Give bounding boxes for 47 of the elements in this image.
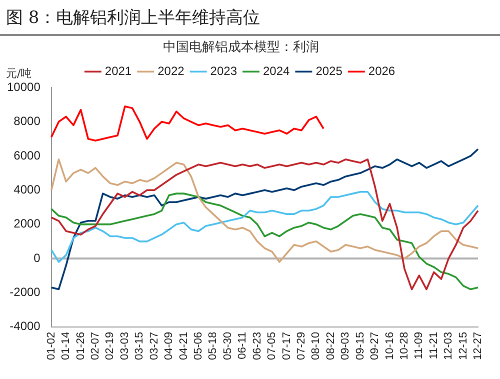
x-tick-label: 05-06 [192, 332, 205, 360]
y-tick-label: 4000 [14, 182, 41, 196]
x-tick-label: 05-30 [222, 332, 234, 360]
x-tick-label: 11-21 [428, 332, 440, 360]
y-tick-label: -4000 [10, 319, 41, 334]
legend-label: 2026 [368, 64, 396, 78]
x-tick-label: 08-22 [324, 332, 337, 360]
y-tick-label: 10000 [6, 80, 41, 94]
x-tick-label: 09-15 [354, 332, 366, 360]
x-tick-label: 04-21 [178, 332, 190, 360]
x-tick-label: 10-16 [384, 332, 396, 360]
y-tick-label: 8000 [14, 114, 41, 128]
chart-title: 图 8：电解铝利润上半年维持高位 [0, 0, 500, 36]
y-tick-label: 2000 [14, 216, 41, 231]
x-tick-label: 02-07 [90, 332, 102, 360]
x-tick-label: 07-05 [266, 332, 278, 360]
x-tick-label: 12-27 [472, 332, 484, 360]
x-tick-label: 06-11 [236, 332, 249, 360]
x-tick-label: 05-18 [207, 332, 220, 360]
x-tick-label: 01-02 [45, 332, 58, 360]
x-tick-label: 03-15 [134, 332, 146, 360]
legend-label: 2023 [210, 64, 238, 78]
x-tick-label: 01-26 [74, 332, 87, 360]
x-tick-label: 07-29 [295, 332, 308, 360]
x-tick-label: 09-27 [369, 332, 382, 360]
legend-label: 2024 [263, 64, 290, 78]
y-axis-title: 元/吨 [6, 66, 32, 80]
x-tick-label: 01-14 [60, 332, 72, 360]
legend-label: 2022 [158, 64, 185, 78]
x-tick-label: 03-03 [118, 332, 131, 360]
x-tick-label: 12-03 [442, 332, 455, 360]
x-tick-label: 04-09 [163, 332, 176, 360]
x-tick-label: 06-23 [251, 332, 264, 360]
x-tick-label: 12-15 [457, 332, 470, 360]
legend-label: 2025 [316, 64, 343, 78]
y-tick-label: -2000 [10, 285, 41, 299]
y-tick-label: 6000 [14, 148, 41, 162]
x-tick-label: 02-19 [104, 332, 116, 360]
x-tick-label: 09-03 [340, 332, 352, 360]
y-tick-label: 0 [34, 250, 41, 265]
legend-label: 2021 [104, 64, 132, 78]
chart-subtitle: 中国电解铝成本模型：利润 [163, 40, 319, 56]
x-tick-label: 10-28 [398, 332, 410, 360]
x-tick-label: 07-17 [280, 332, 293, 360]
x-tick-label: 08-10 [310, 332, 322, 360]
x-tick-label: 11-09 [413, 332, 426, 360]
x-tick-label: 03-27 [148, 332, 160, 360]
